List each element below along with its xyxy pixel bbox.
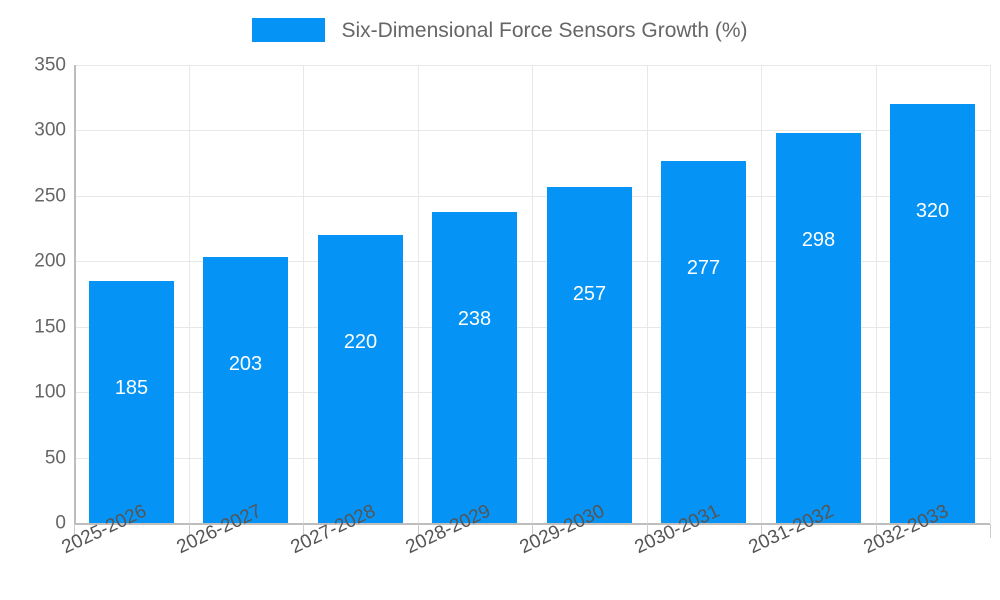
- x-axis-tick-mark: [647, 524, 648, 538]
- y-axis-tick-label: 0: [55, 512, 66, 534]
- bar-value-label: 277: [686, 256, 721, 279]
- x-gridline: [532, 65, 533, 523]
- plot-area: 185 203 220 238 257 277 298 320: [74, 65, 991, 524]
- bar-value-label: 238: [457, 307, 492, 330]
- x-axis-tick-mark: [74, 524, 75, 538]
- bar-value-label: 320: [915, 200, 950, 223]
- bar[interactable]: 277: [661, 160, 746, 523]
- bar-value-label: 203: [228, 353, 263, 376]
- x-gridline: [189, 65, 190, 523]
- bar[interactable]: 257: [547, 186, 632, 523]
- x-gridline: [647, 65, 648, 523]
- chart-legend[interactable]: Six-Dimensional Force Sensors Growth (%): [0, 10, 1000, 50]
- bar-value-label: 298: [801, 229, 836, 252]
- bar-value-label: 220: [343, 331, 378, 354]
- x-gridline: [303, 65, 304, 523]
- y-axis-tick-label: 250: [34, 185, 66, 207]
- x-gridline: [761, 65, 762, 523]
- x-axis-tick-mark: [990, 524, 991, 538]
- x-gridline: [990, 65, 991, 523]
- bar[interactable]: 298: [776, 133, 861, 523]
- bar[interactable]: 220: [318, 235, 403, 523]
- y-axis-line: [74, 65, 76, 524]
- legend-color-swatch[interactable]: [252, 18, 326, 42]
- x-gridline: [876, 65, 877, 523]
- x-axis-tick-mark: [761, 524, 762, 538]
- y-axis-tick-labels: 0 50 100 150 200 250 300 350: [0, 0, 66, 600]
- x-axis-tick-mark: [303, 524, 304, 538]
- y-axis-tick-label: 350: [34, 54, 66, 76]
- y-axis-tick-label: 150: [34, 316, 66, 338]
- bar[interactable]: 185: [89, 280, 174, 523]
- x-axis-tick-mark: [189, 524, 190, 538]
- bar-value-label: 257: [572, 282, 607, 305]
- x-axis-tick-mark: [876, 524, 877, 538]
- y-axis-tick-label: 200: [34, 250, 66, 272]
- legend-series-label: Six-Dimensional Force Sensors Growth (%): [341, 18, 748, 42]
- x-axis-tick-mark: [418, 524, 419, 538]
- bar[interactable]: 320: [890, 104, 975, 523]
- x-axis-tick-mark: [532, 524, 533, 538]
- y-axis-tick-label: 100: [34, 381, 66, 403]
- bar-value-label: 185: [114, 376, 149, 399]
- y-axis-tick-label: 50: [44, 447, 66, 469]
- y-axis-tick-label: 300: [34, 119, 66, 141]
- bar[interactable]: 238: [432, 211, 517, 523]
- x-gridline: [418, 65, 419, 523]
- bar[interactable]: 203: [203, 257, 288, 523]
